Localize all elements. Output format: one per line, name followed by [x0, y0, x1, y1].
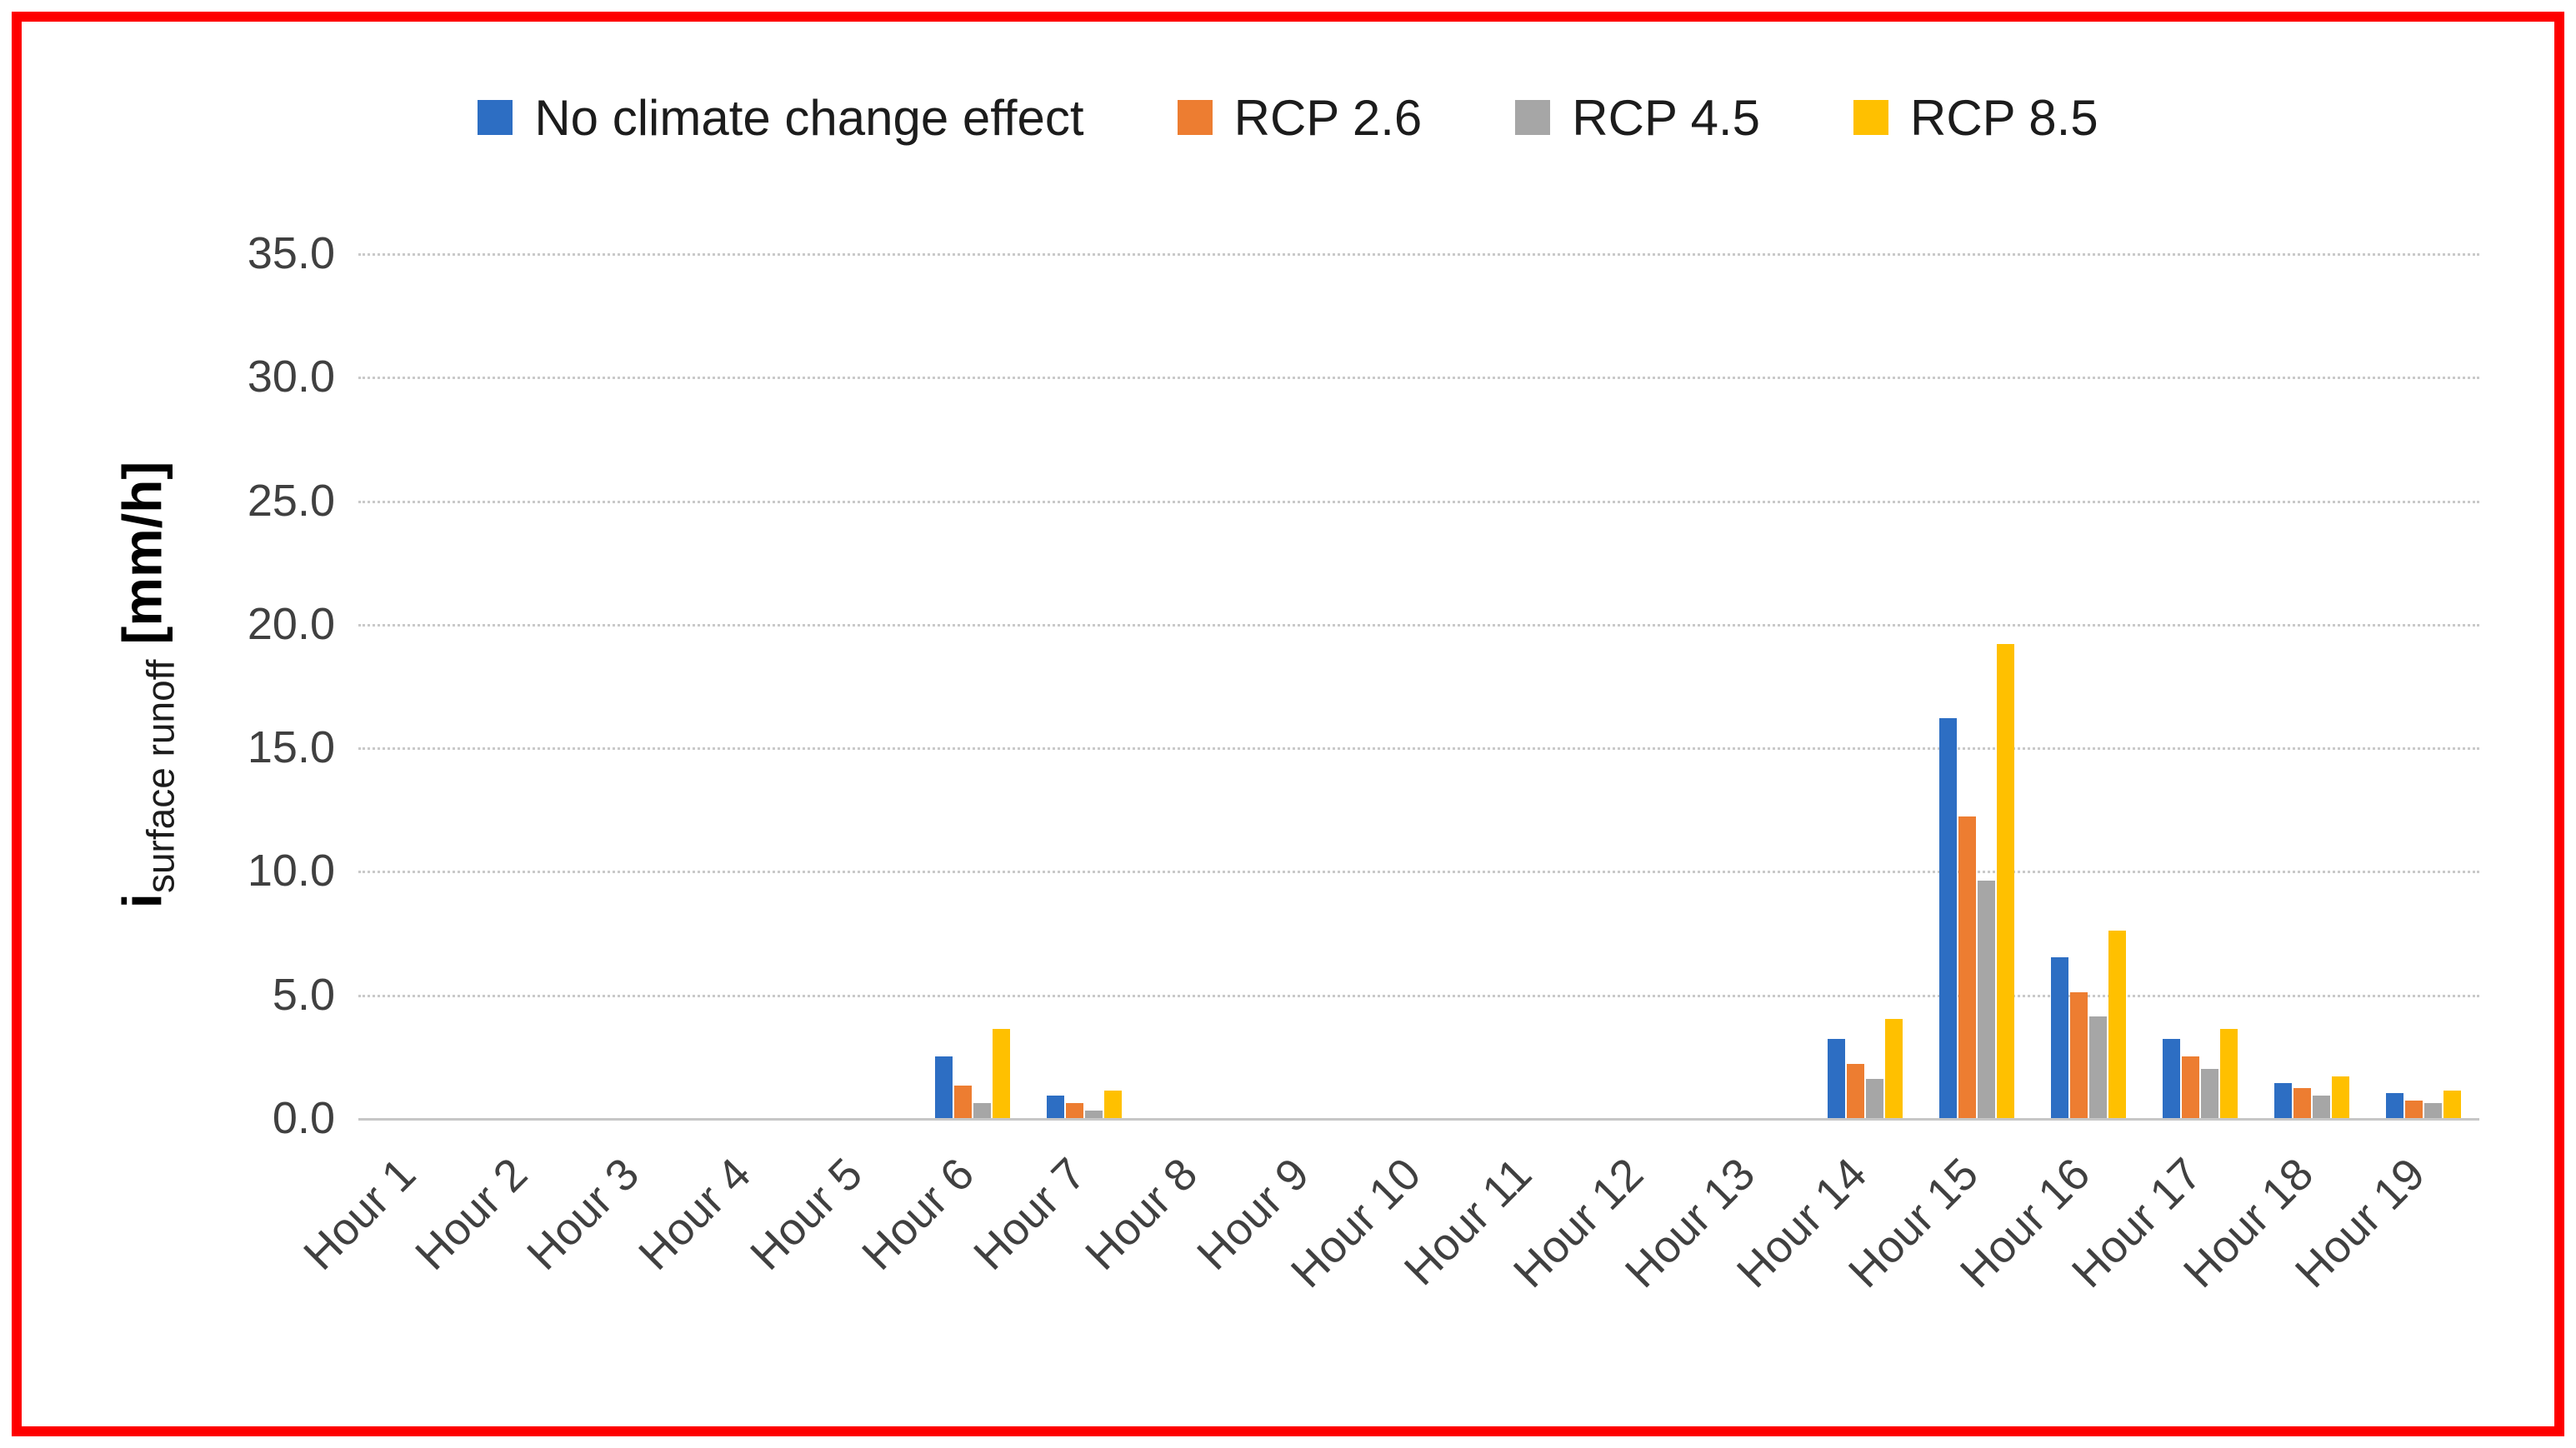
- bar-rcp-8.5-hour-17: [2220, 1029, 2238, 1118]
- plot-area: [358, 253, 2479, 1121]
- gridline: [358, 377, 2479, 380]
- bar-rcp-4.5-hour-14: [1866, 1078, 1884, 1118]
- bar-rcp-8.5-hour-7: [1103, 1091, 1122, 1118]
- legend-item: No climate change effect: [478, 89, 1084, 147]
- gridline: [358, 253, 2479, 256]
- gridline: [358, 871, 2479, 874]
- y-axis-tick-label: 5.0: [272, 969, 335, 1020]
- bar-group-hour-4: [693, 253, 805, 1118]
- bar-group-hour-2: [470, 253, 582, 1118]
- bar-rcp-8.5-hour-16: [2108, 930, 2127, 1118]
- bar-no-climate-change-effect-hour-7: [1046, 1096, 1064, 1118]
- y-axis-tick-label: 30.0: [247, 352, 335, 402]
- bar-no-climate-change-effect-hour-16: [2051, 957, 2069, 1118]
- bar-no-climate-change-effect-hour-15: [1939, 717, 1958, 1118]
- bar-rcp-8.5-hour-6: [992, 1029, 1010, 1118]
- legend: No climate change effect RCP 2.6 RCP 4.5 RC…: [0, 80, 2576, 155]
- gridline: [358, 623, 2479, 627]
- bar-rcp-4.5-hour-7: [1084, 1111, 1103, 1118]
- bar-group-hour-1: [358, 253, 470, 1118]
- y-axis-tick-label: 10.0: [247, 846, 335, 896]
- legend-swatch-icon: [1853, 100, 1888, 135]
- bar-group-hour-7: [1028, 253, 1140, 1118]
- bar-no-climate-change-effect-hour-6: [934, 1056, 953, 1118]
- bar-no-climate-change-effect-hour-19: [2386, 1093, 2404, 1118]
- y-axis-tick-label: 35.0: [247, 228, 335, 278]
- legend-item: RCP 4.5: [1515, 89, 1760, 147]
- bar-rcp-2.6-hour-14: [1847, 1063, 1865, 1118]
- bar-rcp-2.6-hour-18: [2293, 1088, 2312, 1118]
- bar-rcp-2.6-hour-15: [1958, 816, 1977, 1118]
- legend-label: No climate change effect: [534, 89, 1084, 146]
- bar-rcp-2.6-hour-16: [2070, 991, 2088, 1118]
- bar-group-hour-8: [1140, 253, 1252, 1118]
- bar-rcp-4.5-hour-18: [2313, 1096, 2331, 1118]
- bar-group-hour-12: [1586, 253, 1698, 1118]
- bar-rcp-2.6-hour-6: [953, 1086, 972, 1118]
- gridline: [358, 994, 2479, 997]
- legend-label: RCP 2.6: [1233, 89, 1423, 146]
- gridline: [358, 500, 2479, 503]
- bar-rcp-4.5-hour-15: [1978, 881, 1996, 1118]
- bar-group-hour-10: [1363, 253, 1475, 1118]
- bar-rcp-8.5-hour-18: [2332, 1076, 2350, 1118]
- bar-group-hour-18: [2256, 253, 2368, 1118]
- legend-label: RCP 4.5: [1572, 89, 1760, 146]
- y-axis-tick-label: 0.0: [272, 1093, 335, 1143]
- y-axis-tick-label: 25.0: [247, 475, 335, 526]
- bar-group-hour-16: [2033, 253, 2144, 1118]
- legend-swatch-icon: [1177, 100, 1213, 135]
- bar-rcp-4.5-hour-16: [2089, 1016, 2108, 1118]
- legend-swatch-icon: [1515, 100, 1551, 135]
- bar-rcp-2.6-hour-7: [1065, 1103, 1083, 1118]
- y-axis-title: isurface runoff[mm/h]: [111, 462, 183, 909]
- bar-rcp-4.5-hour-19: [2424, 1103, 2443, 1118]
- bar-rcp-2.6-hour-19: [2405, 1101, 2423, 1118]
- bar-group-hour-3: [582, 253, 693, 1118]
- bar-rcp-8.5-hour-19: [2443, 1091, 2462, 1118]
- gridline: [358, 747, 2479, 751]
- bar-no-climate-change-effect-hour-18: [2274, 1083, 2293, 1118]
- bar-group-hour-19: [2368, 253, 2479, 1118]
- bar-rcp-4.5-hour-17: [2201, 1068, 2219, 1118]
- bar-group-hour-15: [1921, 253, 2033, 1118]
- bar-rcp-2.6-hour-17: [2182, 1056, 2200, 1118]
- y-axis-tick-label: 15.0: [247, 722, 335, 773]
- legend-item: RCP 2.6: [1177, 89, 1423, 147]
- bar-group-hour-13: [1698, 253, 1809, 1118]
- bar-rcp-8.5-hour-14: [1885, 1019, 1903, 1118]
- bar-group-hour-6: [917, 253, 1028, 1118]
- bar-group-hour-5: [805, 253, 917, 1118]
- legend-item: RCP 8.5: [1853, 89, 2098, 147]
- y-axis-tick-label: 20.0: [247, 598, 335, 649]
- bar-rcp-8.5-hour-15: [1997, 643, 2015, 1118]
- bar-no-climate-change-effect-hour-14: [1828, 1039, 1846, 1118]
- legend-swatch-icon: [478, 100, 513, 135]
- legend-label: RCP 8.5: [1909, 89, 2098, 146]
- bar-group-hour-9: [1252, 253, 1363, 1118]
- bar-group-hour-14: [1809, 253, 1921, 1118]
- bar-group-hour-17: [2144, 253, 2256, 1118]
- bar-rcp-4.5-hour-6: [973, 1103, 991, 1118]
- gridline: [358, 1118, 2479, 1121]
- bar-no-climate-change-effect-hour-17: [2163, 1039, 2181, 1118]
- bar-group-hour-11: [1474, 253, 1586, 1118]
